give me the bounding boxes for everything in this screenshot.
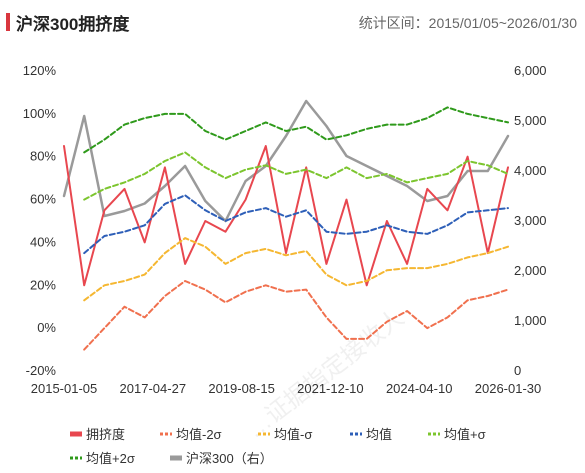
- y-right-tick-label: 6,000: [514, 63, 547, 78]
- legend-label: 沪深300（右）: [186, 451, 273, 466]
- y-left-tick-label: 120%: [23, 63, 57, 78]
- series-line-5: [83, 106, 509, 154]
- y-left-tick-label: 0%: [37, 320, 56, 335]
- title-accent-bar: [6, 13, 10, 31]
- x-tick-label: 2015-01-05: [31, 381, 98, 396]
- y-right-tick-label: 0: [514, 363, 521, 378]
- series-line-6: [62, 99, 510, 223]
- page-title: 沪深300拥挤度: [16, 15, 130, 34]
- header: 沪深300拥挤度 统计区间：2015/01/05~2026/01/30: [0, 0, 585, 44]
- series-line-4: [83, 151, 509, 201]
- legend-label: 均值+2σ: [86, 451, 135, 466]
- series-layer: [62, 99, 510, 351]
- legend: 拥挤度 均值-2σ 均值-σ 均值 均值+σ 均值+2σ 沪深300（右）: [70, 427, 486, 466]
- x-tick-label: 2026-01-30: [475, 381, 542, 396]
- y-left-tick-label: 20%: [30, 277, 56, 292]
- watermark: …证据指定接收人: [241, 304, 409, 443]
- legend-label: 均值+σ: [444, 427, 486, 442]
- y-left-tick-label: 80%: [30, 149, 56, 164]
- series-line-1: [83, 280, 509, 351]
- y-left-axis: 120% 100% 80% 60% 40% 20% 0% -20%: [23, 63, 57, 378]
- y-left-tick-label: -20%: [26, 363, 57, 378]
- x-tick-label: 2019-08-15: [208, 381, 275, 396]
- x-axis: 2015-01-05 2017-04-27 2019-08-15 2021-12-10…: [31, 381, 542, 396]
- legend-label: 均值-σ: [274, 427, 312, 442]
- y-right-tick-label: 1,000: [514, 313, 547, 328]
- y-right-tick-label: 2,000: [514, 263, 547, 278]
- y-right-axis: 6,000 5,000 4,000 3,000 2,000 1,000 0: [514, 63, 547, 378]
- watermark-text: …证据指定接收人: [241, 304, 409, 443]
- legend-label: 拥挤度: [86, 427, 125, 442]
- statistics-period: 统计区间：2015/01/05~2026/01/30: [358, 15, 577, 31]
- y-left-tick-label: 60%: [30, 192, 56, 207]
- x-tick-label: 2024-04-10: [386, 381, 453, 396]
- y-left-tick-label: 40%: [30, 234, 56, 249]
- series-line-3: [83, 194, 509, 255]
- legend-label: 均值-2σ: [176, 427, 222, 442]
- series-line-2: [83, 237, 509, 302]
- legend-label: 均值: [366, 427, 392, 442]
- y-left-tick-label: 100%: [23, 106, 57, 121]
- y-right-tick-label: 3,000: [514, 213, 547, 228]
- y-right-tick-label: 5,000: [514, 113, 547, 128]
- series-line-0: [63, 145, 509, 287]
- x-tick-label: 2021-12-10: [297, 381, 364, 396]
- y-right-tick-label: 4,000: [514, 163, 547, 178]
- x-tick-label: 2017-04-27: [120, 381, 187, 396]
